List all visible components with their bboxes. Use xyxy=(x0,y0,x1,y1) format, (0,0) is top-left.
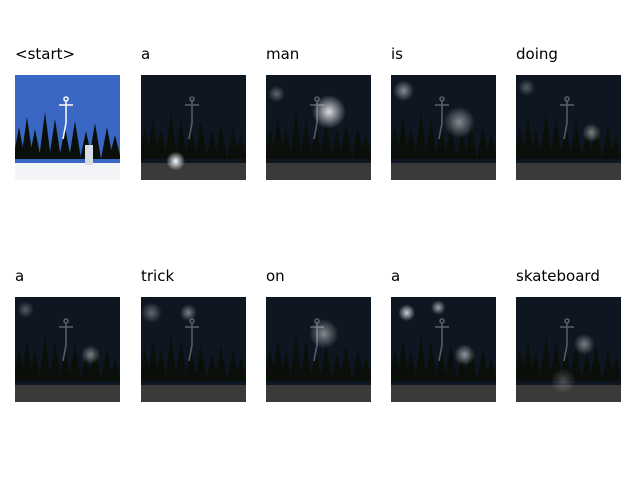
dark-ground xyxy=(516,163,621,180)
skier-figure xyxy=(59,96,73,140)
skier-figure xyxy=(560,96,574,140)
attention-glow xyxy=(141,302,162,324)
word-label: a xyxy=(15,267,25,285)
attention-glow xyxy=(268,85,285,103)
dark-ground xyxy=(141,163,246,180)
skier-figure xyxy=(59,318,73,362)
word-label: is xyxy=(391,45,403,63)
attention-glow xyxy=(17,301,34,318)
attention-glow xyxy=(518,79,535,96)
tree-line xyxy=(266,334,371,381)
dark-sky xyxy=(141,75,246,180)
attention-glow xyxy=(454,344,475,366)
word-label: doing xyxy=(516,45,558,63)
dark-ground xyxy=(15,385,120,402)
skier-figure xyxy=(185,96,199,140)
tree-line xyxy=(141,334,246,381)
attention-map xyxy=(266,297,371,402)
attention-glow xyxy=(430,300,446,315)
word-label: trick xyxy=(141,267,175,285)
attention-glow xyxy=(573,333,595,355)
tree-line xyxy=(391,334,496,381)
word-label: <start> xyxy=(15,45,76,63)
attention-glow xyxy=(81,345,101,365)
dark-sky xyxy=(15,297,120,402)
attention-map xyxy=(391,75,496,180)
dark-ground xyxy=(391,385,496,402)
tree-line xyxy=(266,112,371,159)
attention-map xyxy=(391,297,496,402)
word-label: man xyxy=(266,45,300,63)
dark-sky xyxy=(516,75,621,180)
attention-glow xyxy=(550,368,576,394)
attention-glow xyxy=(443,106,475,138)
skier-figure xyxy=(560,318,574,362)
spectator xyxy=(85,145,93,165)
attention-map xyxy=(15,297,120,402)
snow xyxy=(15,163,120,180)
attention-glow xyxy=(309,319,339,349)
attention-map xyxy=(516,75,621,180)
tree-line xyxy=(391,112,496,159)
tree-line xyxy=(516,334,621,381)
attention-map xyxy=(141,297,246,402)
dark-ground xyxy=(266,163,371,180)
attention-glow xyxy=(398,304,416,322)
attention-glow xyxy=(312,94,346,129)
dark-sky xyxy=(266,297,371,402)
attention-glow xyxy=(582,123,602,143)
attention-map xyxy=(141,75,246,180)
dark-ground xyxy=(391,163,496,180)
dark-ground xyxy=(516,385,621,402)
attention-map xyxy=(516,297,621,402)
original-image xyxy=(15,75,120,180)
word-label: on xyxy=(266,267,285,285)
attention-map xyxy=(266,75,371,180)
attention-glow xyxy=(393,80,415,102)
skier-figure xyxy=(435,318,449,362)
word-label: skateboard xyxy=(516,267,600,285)
skier-figure xyxy=(185,318,199,362)
skier-figure xyxy=(435,96,449,140)
tree-line xyxy=(141,112,246,159)
dark-ground xyxy=(266,385,371,402)
sky xyxy=(15,75,120,180)
word-label: a xyxy=(141,45,151,63)
attention-glow xyxy=(179,304,197,322)
attention-glow xyxy=(166,151,186,171)
dark-ground xyxy=(141,385,246,402)
word-label: a xyxy=(391,267,401,285)
